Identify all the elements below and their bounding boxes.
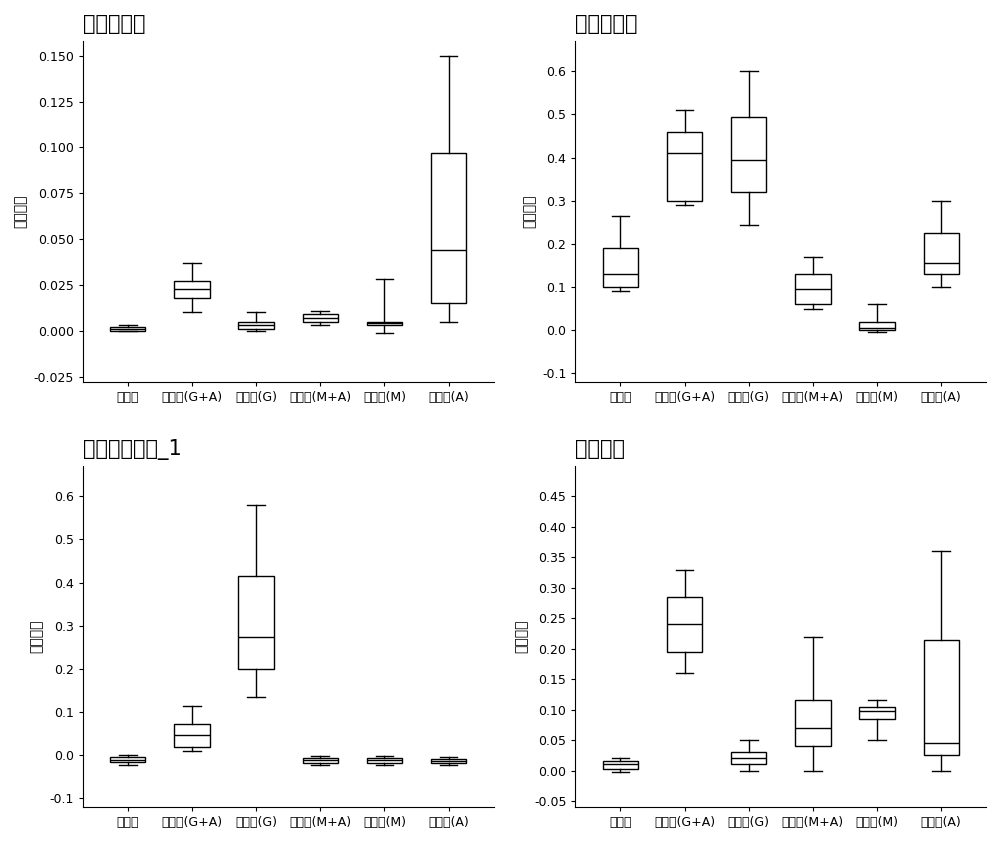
PathPatch shape: [174, 282, 210, 298]
PathPatch shape: [731, 116, 766, 192]
PathPatch shape: [238, 321, 274, 329]
PathPatch shape: [367, 321, 402, 325]
PathPatch shape: [667, 132, 702, 201]
PathPatch shape: [603, 761, 638, 770]
PathPatch shape: [731, 752, 766, 765]
Y-axis label: 序列比例: 序列比例: [522, 195, 536, 228]
PathPatch shape: [924, 640, 959, 755]
Y-axis label: 序列比例: 序列比例: [14, 195, 28, 228]
Text: 双歧杆菌科: 双歧杆菌科: [575, 13, 638, 34]
PathPatch shape: [110, 327, 145, 330]
PathPatch shape: [667, 597, 702, 652]
PathPatch shape: [303, 314, 338, 321]
PathPatch shape: [859, 706, 895, 719]
PathPatch shape: [431, 153, 466, 303]
Y-axis label: 序列比例: 序列比例: [514, 620, 528, 653]
PathPatch shape: [795, 701, 831, 746]
PathPatch shape: [859, 322, 895, 330]
Text: 产丁酸梭菌科_1: 产丁酸梭菌科_1: [83, 439, 182, 460]
PathPatch shape: [238, 576, 274, 668]
PathPatch shape: [110, 757, 145, 762]
Y-axis label: 序列比例: 序列比例: [30, 620, 44, 653]
PathPatch shape: [603, 248, 638, 287]
Text: 艾克曼菌属: 艾克曼菌属: [83, 13, 145, 34]
PathPatch shape: [795, 274, 831, 304]
PathPatch shape: [431, 760, 466, 763]
PathPatch shape: [303, 759, 338, 763]
PathPatch shape: [174, 724, 210, 747]
Text: 乳杆菌科: 乳杆菌科: [575, 439, 625, 459]
PathPatch shape: [924, 234, 959, 274]
PathPatch shape: [367, 759, 402, 763]
